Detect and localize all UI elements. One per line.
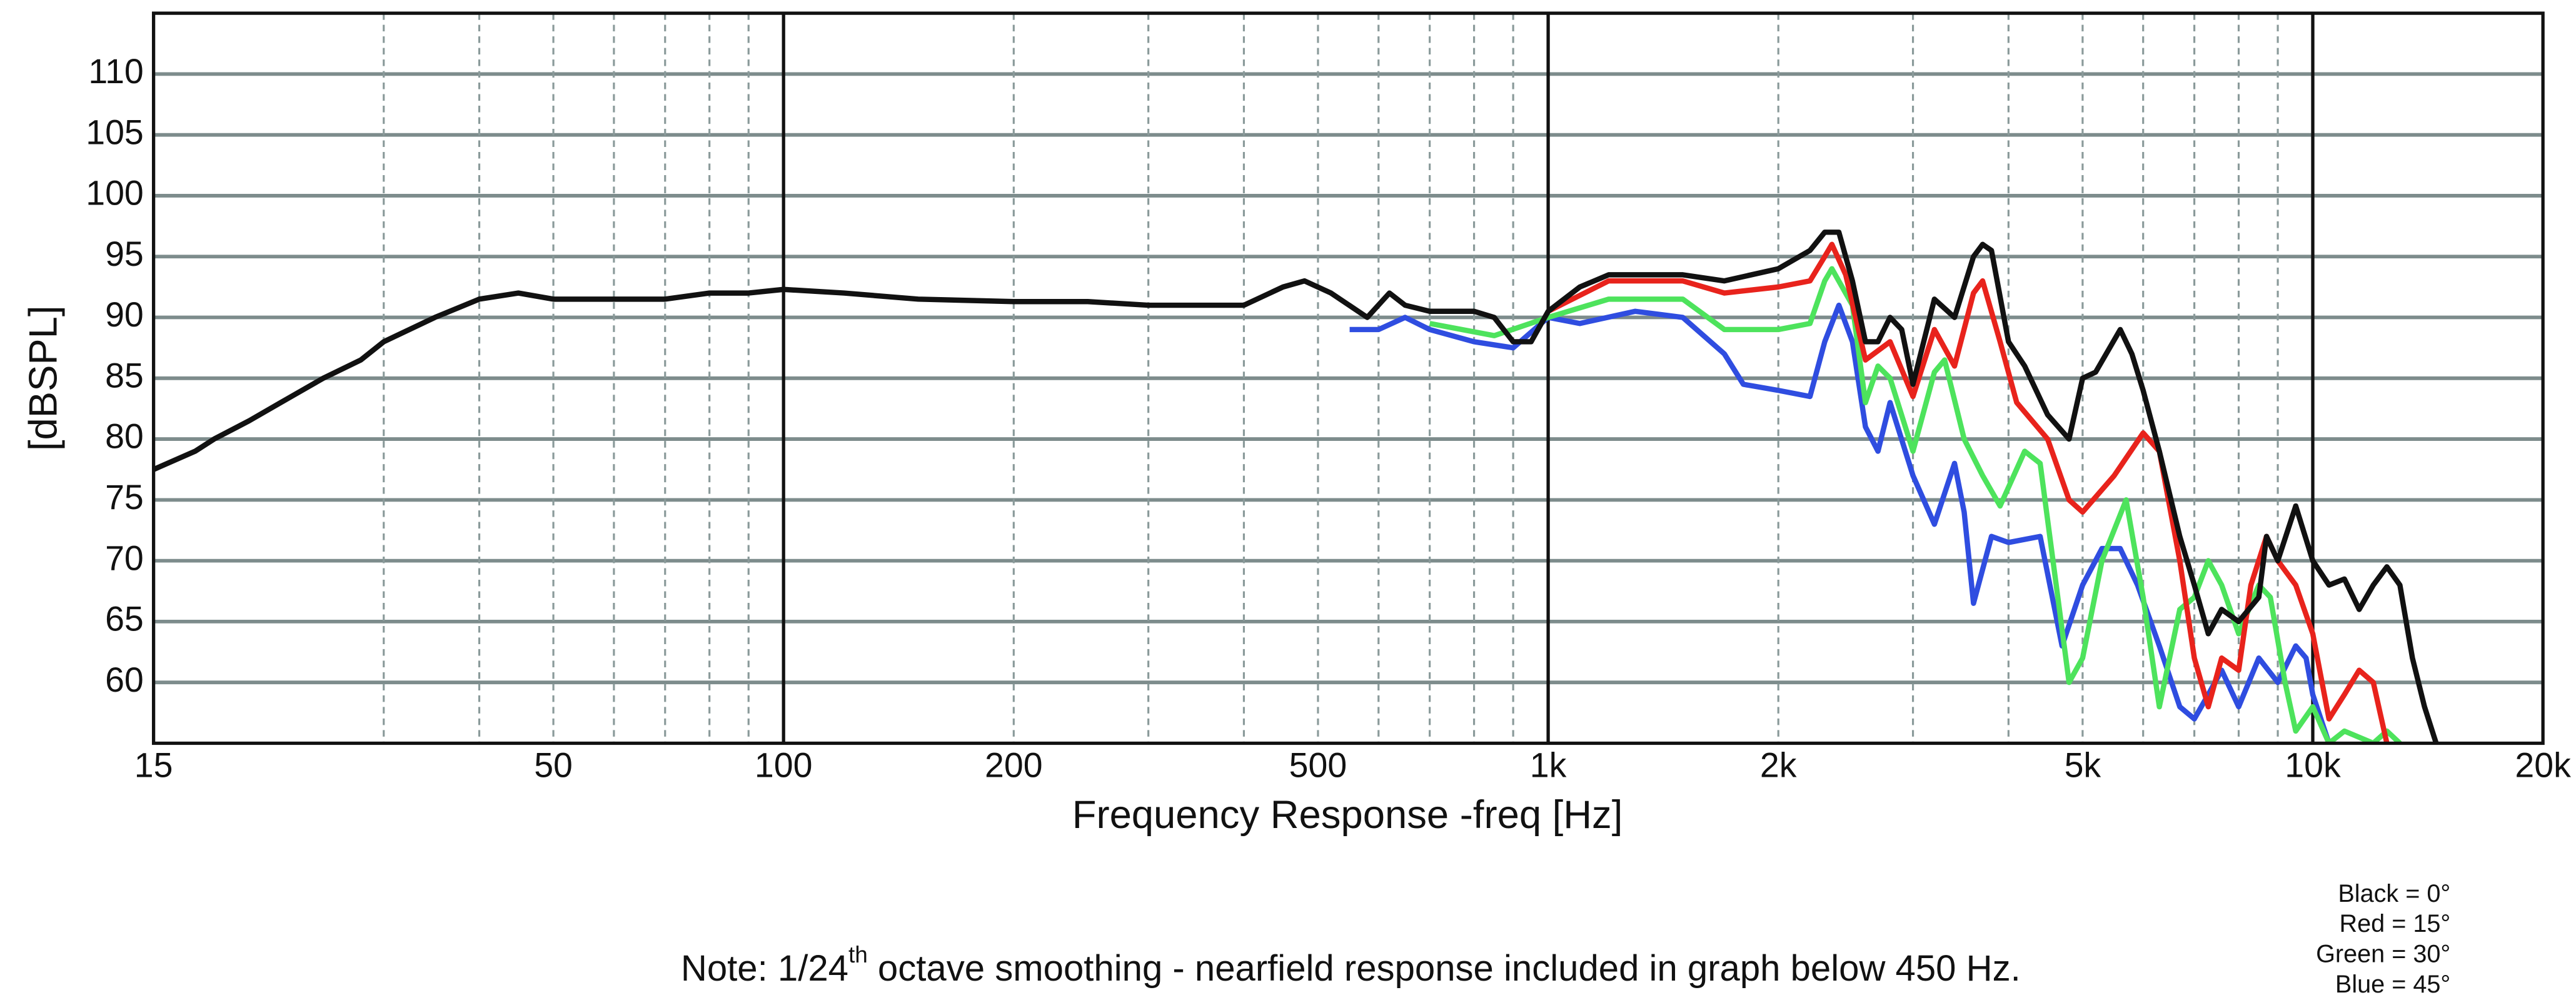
x-axis-label: Frequency Response -freq [Hz] — [1072, 793, 1623, 837]
y-tick-label: 110 — [88, 52, 143, 91]
y-axis-label: [dBSPL] — [22, 306, 66, 452]
x-tick-label: 200 — [985, 746, 1043, 785]
grid — [153, 13, 2543, 744]
series-line — [1429, 266, 2402, 744]
x-tick-label: 2k — [1760, 746, 1797, 785]
y-tick-label: 65 — [105, 600, 144, 639]
labels: 60 65 70 75 80 85 90 95 100 105 110 15 50 100 200 500 1k… — [86, 52, 2571, 998]
x-tick-label: 50 — [534, 746, 573, 785]
note: Note: 1/24th octave smoothing - nearfiel… — [681, 942, 2021, 989]
y-tick-label: 105 — [86, 113, 144, 151]
y-tick-label: 100 — [86, 174, 144, 213]
x-tick-label: 1k — [1530, 746, 1567, 785]
y-tick-label: 85 — [105, 356, 144, 395]
legend-entry: Black = 0° — [2338, 880, 2450, 907]
note-text: Note: 1/24 — [681, 948, 848, 989]
y-tick-label: 90 — [105, 295, 144, 334]
note-superscript: th — [848, 942, 868, 967]
series-line — [153, 230, 2439, 744]
y-tick-label: 80 — [105, 417, 144, 456]
x-tick-label: 15 — [134, 746, 173, 785]
chart-root: 60 65 70 75 80 85 90 95 100 105 110 15 50 100 200 500 1k… — [22, 11, 2571, 998]
lines — [153, 230, 2439, 744]
x-tick-label: 5k — [2065, 746, 2101, 785]
y-tick-label: 70 — [105, 538, 144, 577]
series-line — [1547, 241, 2390, 744]
plot-frame — [151, 11, 2545, 745]
x-tick-label: 100 — [755, 746, 813, 785]
legend-entry: Green = 30° — [2316, 941, 2450, 968]
legend-entry: Red = 15° — [2340, 910, 2451, 937]
legend-entry: Blue = 45° — [2335, 971, 2450, 998]
y-tick-label: 95 — [105, 235, 144, 273]
x-tick-label: 10k — [2285, 746, 2341, 785]
x-tick-label: 500 — [1289, 746, 1347, 785]
y-tick-label: 75 — [105, 478, 144, 517]
y-tick-label: 60 — [105, 660, 144, 699]
x-tick-label: 20k — [2515, 746, 2571, 785]
note-text: octave smoothing - nearfield response in… — [868, 948, 2021, 989]
